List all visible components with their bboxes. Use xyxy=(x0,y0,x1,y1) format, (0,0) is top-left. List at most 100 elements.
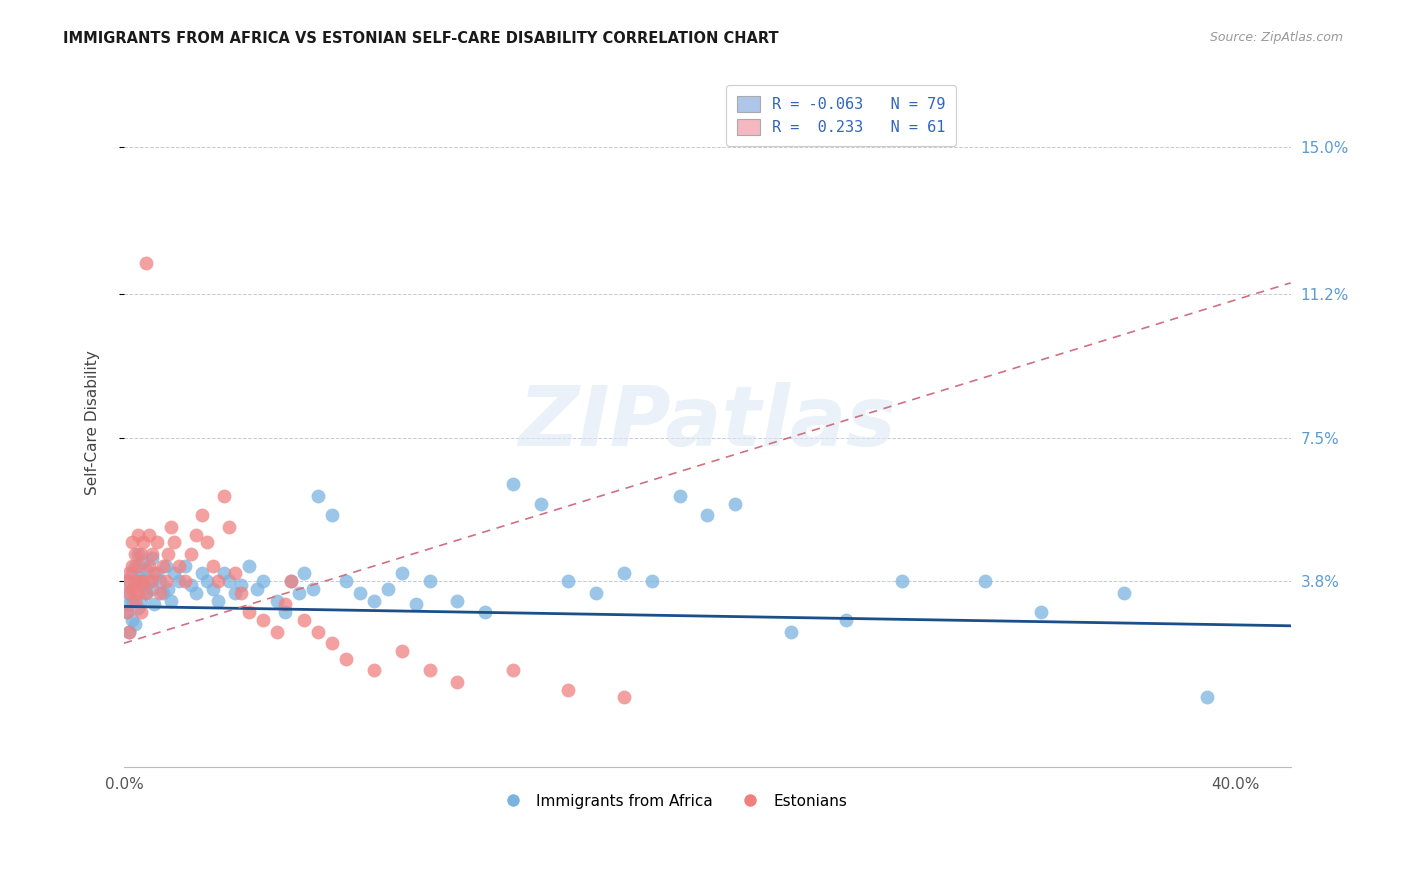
Point xyxy=(141,551,163,566)
Point xyxy=(124,558,146,573)
Point xyxy=(160,593,183,607)
Point xyxy=(280,574,302,589)
Point xyxy=(124,593,146,607)
Point xyxy=(141,582,163,596)
Point xyxy=(301,582,323,596)
Point xyxy=(294,613,316,627)
Point xyxy=(349,586,371,600)
Point xyxy=(391,644,413,658)
Point xyxy=(391,566,413,581)
Legend: Immigrants from Africa, Estonians: Immigrants from Africa, Estonians xyxy=(491,788,853,814)
Point xyxy=(186,586,208,600)
Point xyxy=(121,558,143,573)
Point xyxy=(135,256,157,270)
Point xyxy=(1029,605,1052,619)
Point xyxy=(115,605,138,619)
Point xyxy=(1112,586,1135,600)
Point xyxy=(169,574,191,589)
Point xyxy=(238,605,260,619)
Y-axis label: Self-Care Disability: Self-Care Disability xyxy=(86,350,100,495)
Point xyxy=(127,547,149,561)
Point xyxy=(127,527,149,541)
Point xyxy=(124,547,146,561)
Point xyxy=(266,624,288,639)
Point xyxy=(974,574,997,589)
Point xyxy=(724,497,747,511)
Point xyxy=(180,547,202,561)
Point xyxy=(155,558,177,573)
Point xyxy=(274,598,297,612)
Point xyxy=(135,586,157,600)
Point xyxy=(127,574,149,589)
Point xyxy=(127,558,149,573)
Point xyxy=(446,675,468,690)
Point xyxy=(174,574,197,589)
Point xyxy=(252,574,274,589)
Point xyxy=(115,574,138,589)
Point xyxy=(207,593,229,607)
Point xyxy=(212,566,235,581)
Point xyxy=(121,535,143,549)
Point xyxy=(180,578,202,592)
Point xyxy=(169,558,191,573)
Point xyxy=(124,616,146,631)
Point xyxy=(129,605,152,619)
Point xyxy=(557,574,579,589)
Point xyxy=(138,527,160,541)
Point xyxy=(186,527,208,541)
Point xyxy=(502,477,524,491)
Point xyxy=(377,582,399,596)
Point xyxy=(129,593,152,607)
Point xyxy=(138,558,160,573)
Point xyxy=(229,578,252,592)
Point xyxy=(190,566,212,581)
Point xyxy=(141,574,163,589)
Point xyxy=(418,574,440,589)
Point xyxy=(585,586,607,600)
Point xyxy=(174,558,197,573)
Point xyxy=(668,489,690,503)
Point xyxy=(252,613,274,627)
Point xyxy=(152,558,174,573)
Point xyxy=(160,520,183,534)
Point xyxy=(132,535,155,549)
Point xyxy=(143,566,166,581)
Point xyxy=(152,586,174,600)
Point xyxy=(163,566,186,581)
Point xyxy=(266,593,288,607)
Point xyxy=(141,547,163,561)
Point xyxy=(307,489,329,503)
Point xyxy=(405,598,427,612)
Point xyxy=(118,624,141,639)
Point xyxy=(146,566,169,581)
Point xyxy=(118,624,141,639)
Point xyxy=(127,601,149,615)
Point xyxy=(446,593,468,607)
Point xyxy=(218,574,240,589)
Point xyxy=(335,651,357,665)
Point xyxy=(530,497,553,511)
Point xyxy=(118,566,141,581)
Point xyxy=(121,613,143,627)
Point xyxy=(149,586,172,600)
Point xyxy=(146,535,169,549)
Point xyxy=(129,570,152,584)
Point xyxy=(157,582,180,596)
Point xyxy=(474,605,496,619)
Point xyxy=(157,547,180,561)
Point xyxy=(149,574,172,589)
Point xyxy=(118,574,141,589)
Point xyxy=(195,574,218,589)
Point xyxy=(121,582,143,596)
Point xyxy=(132,578,155,592)
Point xyxy=(138,574,160,589)
Point xyxy=(321,508,343,523)
Point xyxy=(129,574,152,589)
Point xyxy=(696,508,718,523)
Point xyxy=(201,582,224,596)
Point xyxy=(335,574,357,589)
Point xyxy=(1197,690,1219,705)
Point xyxy=(135,563,157,577)
Point xyxy=(115,586,138,600)
Point xyxy=(218,520,240,534)
